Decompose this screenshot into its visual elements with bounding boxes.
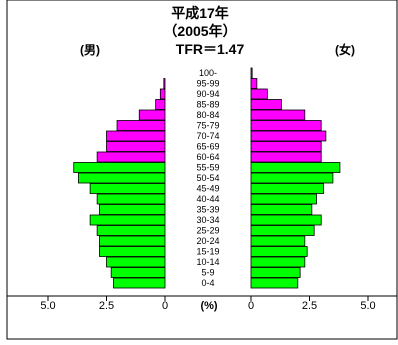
unit-label: (%) bbox=[200, 300, 217, 312]
male-tick-label-0: 5.0 bbox=[40, 300, 55, 312]
female-bar-15 bbox=[250, 225, 315, 236]
female-bar-20 bbox=[250, 277, 299, 289]
female-bar-6 bbox=[250, 130, 327, 142]
female-bar-10 bbox=[250, 172, 334, 184]
age-label-2: 90-94 bbox=[196, 89, 219, 99]
age-label-1: 95-99 bbox=[196, 79, 219, 89]
age-label-7: 65-69 bbox=[196, 142, 219, 152]
age-label-19: 5-9 bbox=[201, 268, 214, 278]
male-bar-4 bbox=[138, 109, 166, 121]
female-bar-5 bbox=[250, 120, 322, 131]
female-bar-13 bbox=[250, 204, 313, 215]
male-bar-10 bbox=[78, 172, 166, 184]
female-bar-4 bbox=[250, 109, 306, 121]
female-bar-17 bbox=[250, 246, 308, 257]
chart-border bbox=[6, 0, 398, 340]
female-bar-7 bbox=[250, 141, 322, 152]
age-label-8: 60-64 bbox=[196, 152, 219, 162]
age-label-5: 75-79 bbox=[196, 121, 219, 131]
female-tick-label-0: 0 bbox=[248, 300, 254, 312]
age-label-6: 70-74 bbox=[196, 131, 219, 141]
male-bar-16 bbox=[99, 235, 166, 247]
male-tick-label-2: 0 bbox=[162, 300, 168, 312]
male-label: (男) bbox=[80, 43, 100, 57]
age-label-13: 35-39 bbox=[196, 205, 219, 215]
male-bar-2 bbox=[159, 88, 166, 100]
male-bar-9 bbox=[73, 162, 166, 173]
female-bar-14 bbox=[250, 214, 322, 226]
age-labels-group: 100-95-9990-9485-8980-8475-7970-7465-696… bbox=[196, 68, 219, 288]
male-bar-13 bbox=[99, 204, 166, 215]
female-bar-0 bbox=[250, 67, 253, 79]
age-label-4: 80-84 bbox=[196, 110, 219, 120]
male-bar-8 bbox=[96, 151, 166, 163]
female-bar-12 bbox=[250, 193, 317, 205]
male-bar-14 bbox=[89, 214, 166, 226]
male-bar-11 bbox=[89, 183, 166, 194]
age-label-10: 50-54 bbox=[196, 173, 219, 183]
male-bar-6 bbox=[106, 130, 166, 142]
male-bar-5 bbox=[116, 120, 166, 131]
male-bar-19 bbox=[110, 267, 166, 278]
female-bar-3 bbox=[250, 99, 282, 110]
age-label-14: 30-34 bbox=[196, 215, 219, 225]
female-bar-1 bbox=[250, 78, 258, 89]
female-bar-9 bbox=[250, 162, 341, 173]
age-label-20: 0-4 bbox=[201, 278, 214, 288]
age-label-0: 100- bbox=[199, 68, 217, 78]
female-bar-19 bbox=[250, 267, 301, 278]
chart-title-line3: TFR＝1.47 bbox=[176, 41, 245, 57]
female-label: (女) bbox=[335, 42, 355, 57]
female-tick-label-1: 2.5 bbox=[302, 300, 317, 312]
female-bar-8 bbox=[250, 151, 322, 163]
male-bar-1 bbox=[163, 78, 166, 89]
age-label-3: 85-89 bbox=[196, 100, 219, 110]
female-tick-label-2: 5.0 bbox=[360, 300, 375, 312]
x-ticks-group: 5.0 2.5 0 0 2.5 5.0 bbox=[40, 296, 376, 312]
female-bar-18 bbox=[250, 256, 306, 268]
age-label-12: 40-44 bbox=[196, 194, 219, 204]
female-bar-2 bbox=[250, 88, 268, 100]
male-bar-12 bbox=[96, 193, 166, 205]
age-label-16: 20-24 bbox=[196, 236, 219, 246]
bars-group bbox=[73, 67, 341, 289]
male-bar-7 bbox=[106, 141, 166, 152]
male-bar-15 bbox=[96, 225, 166, 236]
age-label-9: 55-59 bbox=[196, 163, 219, 173]
male-tick-label-1: 2.5 bbox=[99, 300, 114, 312]
age-label-15: 25-29 bbox=[196, 226, 219, 236]
male-bar-18 bbox=[106, 256, 166, 268]
chart-title-line1: 平成17年 bbox=[171, 5, 229, 21]
male-bar-3 bbox=[155, 99, 166, 110]
age-label-17: 15-19 bbox=[196, 247, 219, 257]
age-label-18: 10-14 bbox=[196, 257, 219, 267]
female-bar-11 bbox=[250, 183, 324, 194]
chart-title-line2: （2005年） bbox=[163, 23, 236, 39]
female-bar-16 bbox=[250, 235, 306, 247]
age-label-11: 45-49 bbox=[196, 184, 219, 194]
male-bar-20 bbox=[113, 277, 166, 289]
male-bar-17 bbox=[99, 246, 166, 257]
